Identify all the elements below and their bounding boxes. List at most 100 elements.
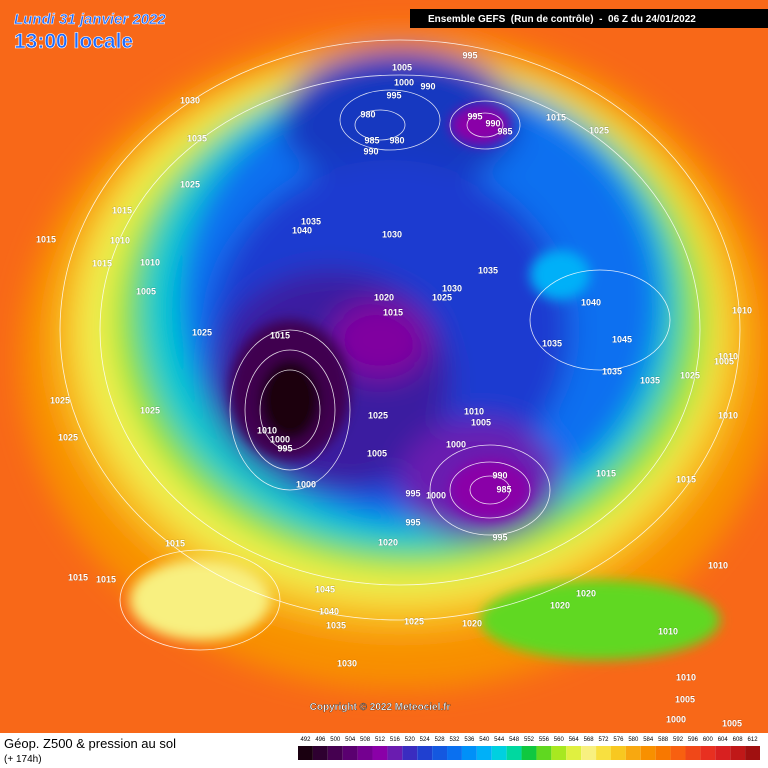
pressure-label: 980: [389, 135, 404, 145]
pressure-label: 1000: [394, 77, 414, 87]
scale-swatch: [581, 746, 597, 760]
scale-label: 576: [613, 737, 624, 743]
pressure-label: 990: [492, 470, 507, 480]
scale-label: 560: [554, 737, 565, 743]
pressure-label: 1040: [581, 297, 601, 307]
pressure-label: 1015: [383, 307, 403, 317]
pressure-label: 1010: [676, 672, 696, 682]
pressure-label: 1020: [378, 537, 398, 547]
pressure-label: 1040: [319, 606, 339, 616]
scale-label: 520: [405, 737, 416, 743]
scale-label: 512: [375, 737, 386, 743]
scale-swatch: [402, 746, 418, 760]
scale-swatch: [461, 746, 477, 760]
scale-swatch: [566, 746, 582, 760]
pressure-label: 1010: [708, 560, 728, 570]
scale-swatch: [536, 746, 552, 760]
pressure-label: 1030: [180, 95, 200, 105]
scale-swatch: [476, 746, 492, 760]
pressure-label: 995: [462, 50, 477, 60]
scale-swatch: [432, 746, 448, 760]
pressure-label: 1045: [612, 334, 632, 344]
pressure-label: 1015: [546, 112, 566, 122]
scale-label: 516: [390, 737, 401, 743]
footer-title: Géop. Z500 & pression au sol: [4, 736, 176, 751]
scale-label: 496: [315, 737, 326, 743]
isobars: [59, 39, 741, 651]
scale-label: 552: [524, 737, 535, 743]
scale-label: 528: [435, 737, 446, 743]
pressure-label: 985: [364, 135, 379, 145]
model-banner: [410, 9, 768, 28]
pressure-label: 1035: [301, 216, 321, 226]
pressure-label: 1010: [110, 235, 130, 245]
pressure-label: 1000: [296, 479, 316, 489]
date: Lundi 31 janvier 2022: [14, 11, 166, 28]
pressure-label: 1020: [462, 618, 482, 628]
scale-swatch: [700, 746, 716, 760]
pressure-label: 1010: [257, 425, 277, 435]
scale-swatch: [551, 746, 567, 760]
color-scale: 492 496 500 504 508 512 516 520 524 528 532 536 540 5…: [298, 737, 760, 760]
scale-label: 568: [584, 737, 595, 743]
pressure-label: 990: [420, 81, 435, 91]
scale-label: 592: [673, 737, 684, 743]
scale-label: 596: [688, 737, 699, 743]
pressure-label: 1015: [36, 234, 56, 244]
pressure-label: 1015: [68, 572, 88, 582]
pressure-label: 1005: [675, 694, 695, 704]
scale-swatch: [670, 746, 686, 760]
footer-lead: (+ 174h): [4, 754, 42, 765]
pressure-label: 1015: [270, 330, 290, 340]
pressure-label: 1025: [140, 405, 160, 415]
pressure-label: 995: [386, 90, 401, 100]
pressure-label: 1000: [446, 439, 466, 449]
scale-label: 500: [330, 737, 341, 743]
scale-swatch: [357, 746, 373, 760]
pressure-label: 1040: [292, 225, 312, 235]
geopotential-field: [0, 0, 768, 733]
scale-label: 556: [539, 737, 550, 743]
pressure-label: 1000: [426, 490, 446, 500]
scale-swatch: [655, 746, 671, 760]
pressure-label: 1025: [180, 179, 200, 189]
pressure-label: 1010: [718, 351, 738, 361]
scale-label: 548: [509, 737, 520, 743]
scale-label: 564: [569, 737, 580, 743]
scale-label: 588: [658, 737, 669, 743]
scale-swatch: [506, 746, 522, 760]
scale-label: 572: [599, 737, 610, 743]
time: 13:00 locale: [14, 30, 133, 53]
pressure-label: 1025: [50, 395, 70, 405]
pressure-label: 1025: [404, 616, 424, 626]
pressure-label: 1005: [714, 356, 734, 366]
pressure-label: 1035: [542, 338, 562, 348]
scale-label: 508: [360, 737, 371, 743]
scale-swatch: [417, 746, 433, 760]
pressure-label: 1045: [315, 584, 335, 594]
pressure-label: 1030: [442, 283, 462, 293]
pressure-label: 1015: [92, 258, 112, 268]
scale-swatch: [685, 746, 701, 760]
pressure-label: 995: [405, 517, 420, 527]
pressure-label: 1025: [368, 410, 388, 420]
pressure-label: 1000: [270, 434, 290, 444]
scale-swatch: [625, 746, 641, 760]
pressure-label: 1025: [680, 370, 700, 380]
pressure-label: 1010: [718, 410, 738, 420]
pressure-label: 995: [405, 488, 420, 498]
pressure-label: 1010: [464, 406, 484, 416]
pressure-label: 995: [467, 111, 482, 121]
pressure-label: 1000: [666, 714, 686, 724]
pressure-label: 1020: [374, 292, 394, 302]
pressure-label: 1035: [640, 375, 660, 385]
scale-swatch: [745, 746, 760, 760]
scale-swatch: [491, 746, 507, 760]
scale-label: 608: [733, 737, 744, 743]
model-info: Ensemble GEFS (Run de contrôle) - 06 Z d…: [428, 14, 696, 25]
scale-swatch: [312, 746, 328, 760]
pressure-label: 1025: [432, 292, 452, 302]
